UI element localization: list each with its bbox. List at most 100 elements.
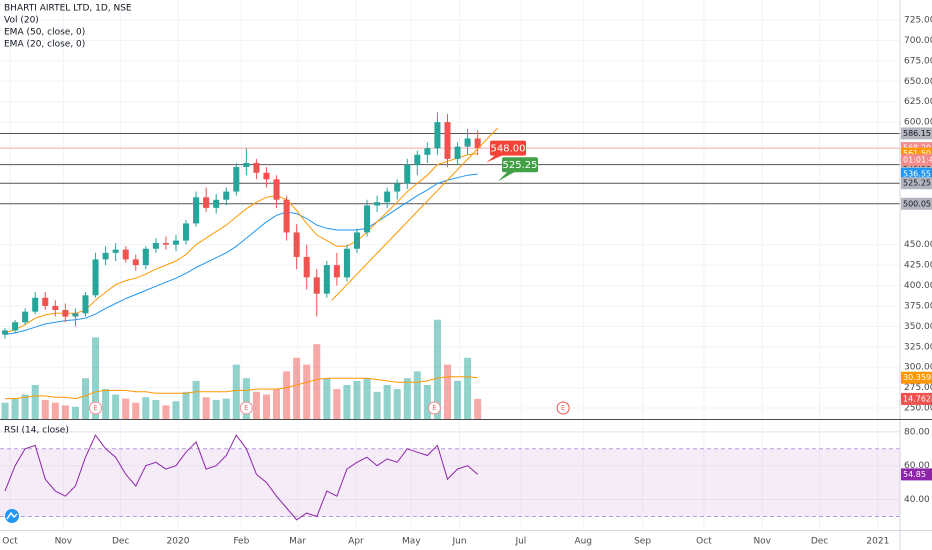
candle-body [122, 249, 129, 260]
volume-bar [252, 391, 260, 419]
rsi-tag-label: 54.85 [903, 470, 926, 479]
candle-body [12, 322, 19, 331]
x-tick-label: Sep [634, 537, 651, 547]
volume-bar [393, 389, 401, 419]
candle-body [384, 191, 391, 203]
candle-body [172, 240, 179, 245]
candle-body [343, 248, 350, 278]
volume-bar [403, 378, 411, 419]
candle-body [152, 243, 159, 249]
volume-bar [413, 371, 421, 419]
volume-bar [323, 378, 331, 419]
volume-bar [454, 380, 462, 419]
x-tick-label: Oct [696, 537, 712, 547]
volume-bar [474, 398, 482, 419]
candle-body [323, 265, 330, 294]
y-tick-label: 650.00 [904, 77, 932, 87]
y-tick-label: 80.00 [904, 427, 930, 437]
event-marker [239, 401, 253, 415]
candle-body [404, 164, 411, 184]
ema-line [4, 173, 478, 335]
candle-body [293, 232, 300, 257]
candle-body [22, 311, 29, 323]
candle-body [142, 248, 149, 266]
volume-bar [51, 402, 59, 419]
event-label: E [561, 404, 565, 412]
price-tag [901, 177, 932, 190]
volume-bar [142, 397, 150, 419]
price-tag [901, 197, 932, 210]
volume-bar [303, 364, 311, 419]
candle-body [464, 138, 471, 147]
candle-body [353, 232, 360, 249]
candle-body [183, 223, 190, 241]
volume-bar [222, 398, 230, 419]
x-tick-label: Mar [289, 537, 306, 547]
x-tick-label: Nov [55, 537, 73, 547]
candle-body [102, 252, 109, 260]
rsi-line [4, 434, 479, 521]
y-tick-label: 375.00 [904, 301, 932, 311]
candle-body [72, 313, 79, 317]
study-label: EMA (20, close, 0) [4, 40, 85, 50]
volume-bar [172, 401, 180, 419]
x-tick-label: Apr [348, 537, 364, 547]
candle-body [132, 259, 139, 266]
price-tag-label: 561.50 [903, 149, 931, 158]
volume-bar [102, 389, 110, 419]
candle-body [333, 265, 340, 278]
volume-bar [343, 384, 351, 419]
callout-label: 525.25 [503, 160, 538, 171]
volume-bar [1, 402, 9, 419]
volume-bar [162, 405, 170, 419]
candle-body [434, 122, 441, 149]
x-tick-label: May [402, 537, 421, 547]
candle-body [62, 310, 69, 317]
y-tick-label: 275.00 [904, 383, 932, 393]
x-tick-label: 2020 [167, 537, 190, 547]
volume-bar [92, 337, 100, 419]
x-tick-label: Dec [112, 537, 129, 547]
candle-body [303, 256, 310, 278]
event-label: E [432, 404, 436, 412]
callout-pointer [498, 171, 516, 182]
candle-body [42, 297, 49, 306]
event-marker [556, 401, 570, 415]
candle-body [233, 167, 240, 192]
volume-bar [31, 384, 39, 419]
price-tag-label: 586.15 [903, 129, 931, 138]
candle-body [364, 205, 371, 233]
volume-bar [71, 406, 79, 419]
y-tick-label: 425.00 [904, 261, 932, 271]
candle-body [283, 199, 290, 233]
candle-body [112, 249, 119, 253]
y-tick-label: 675.00 [904, 56, 932, 66]
candle-body [82, 295, 89, 314]
volume-tag [901, 392, 932, 405]
candle-body [263, 172, 270, 180]
logo[interactable] [5, 509, 19, 523]
study-label: RSI (14, close) [4, 426, 69, 436]
rsi-band [0, 448, 900, 517]
volume-ma-line [5, 376, 478, 400]
volume-tag-label: 14.762M [903, 394, 932, 403]
volume-bar [11, 398, 19, 419]
volume-tag-label: 30.359M [903, 373, 932, 382]
y-tick-label: 60.00 [904, 461, 930, 471]
y-tick-label: 700.00 [904, 36, 932, 46]
candle-body [313, 277, 320, 294]
price-tag [901, 127, 932, 140]
y-tick-label: 350.00 [904, 322, 932, 332]
volume-bar [122, 398, 130, 419]
volume-bar [363, 378, 371, 419]
rsi-tag [901, 468, 932, 481]
volume-bar [313, 344, 321, 419]
volume-bar [443, 364, 452, 419]
volume-bar [383, 384, 391, 419]
candle-body [253, 162, 260, 173]
volume-bar [283, 371, 291, 419]
y-tick-label: 450.00 [904, 240, 932, 250]
candle-body [273, 179, 280, 200]
volume-bar [423, 384, 431, 419]
